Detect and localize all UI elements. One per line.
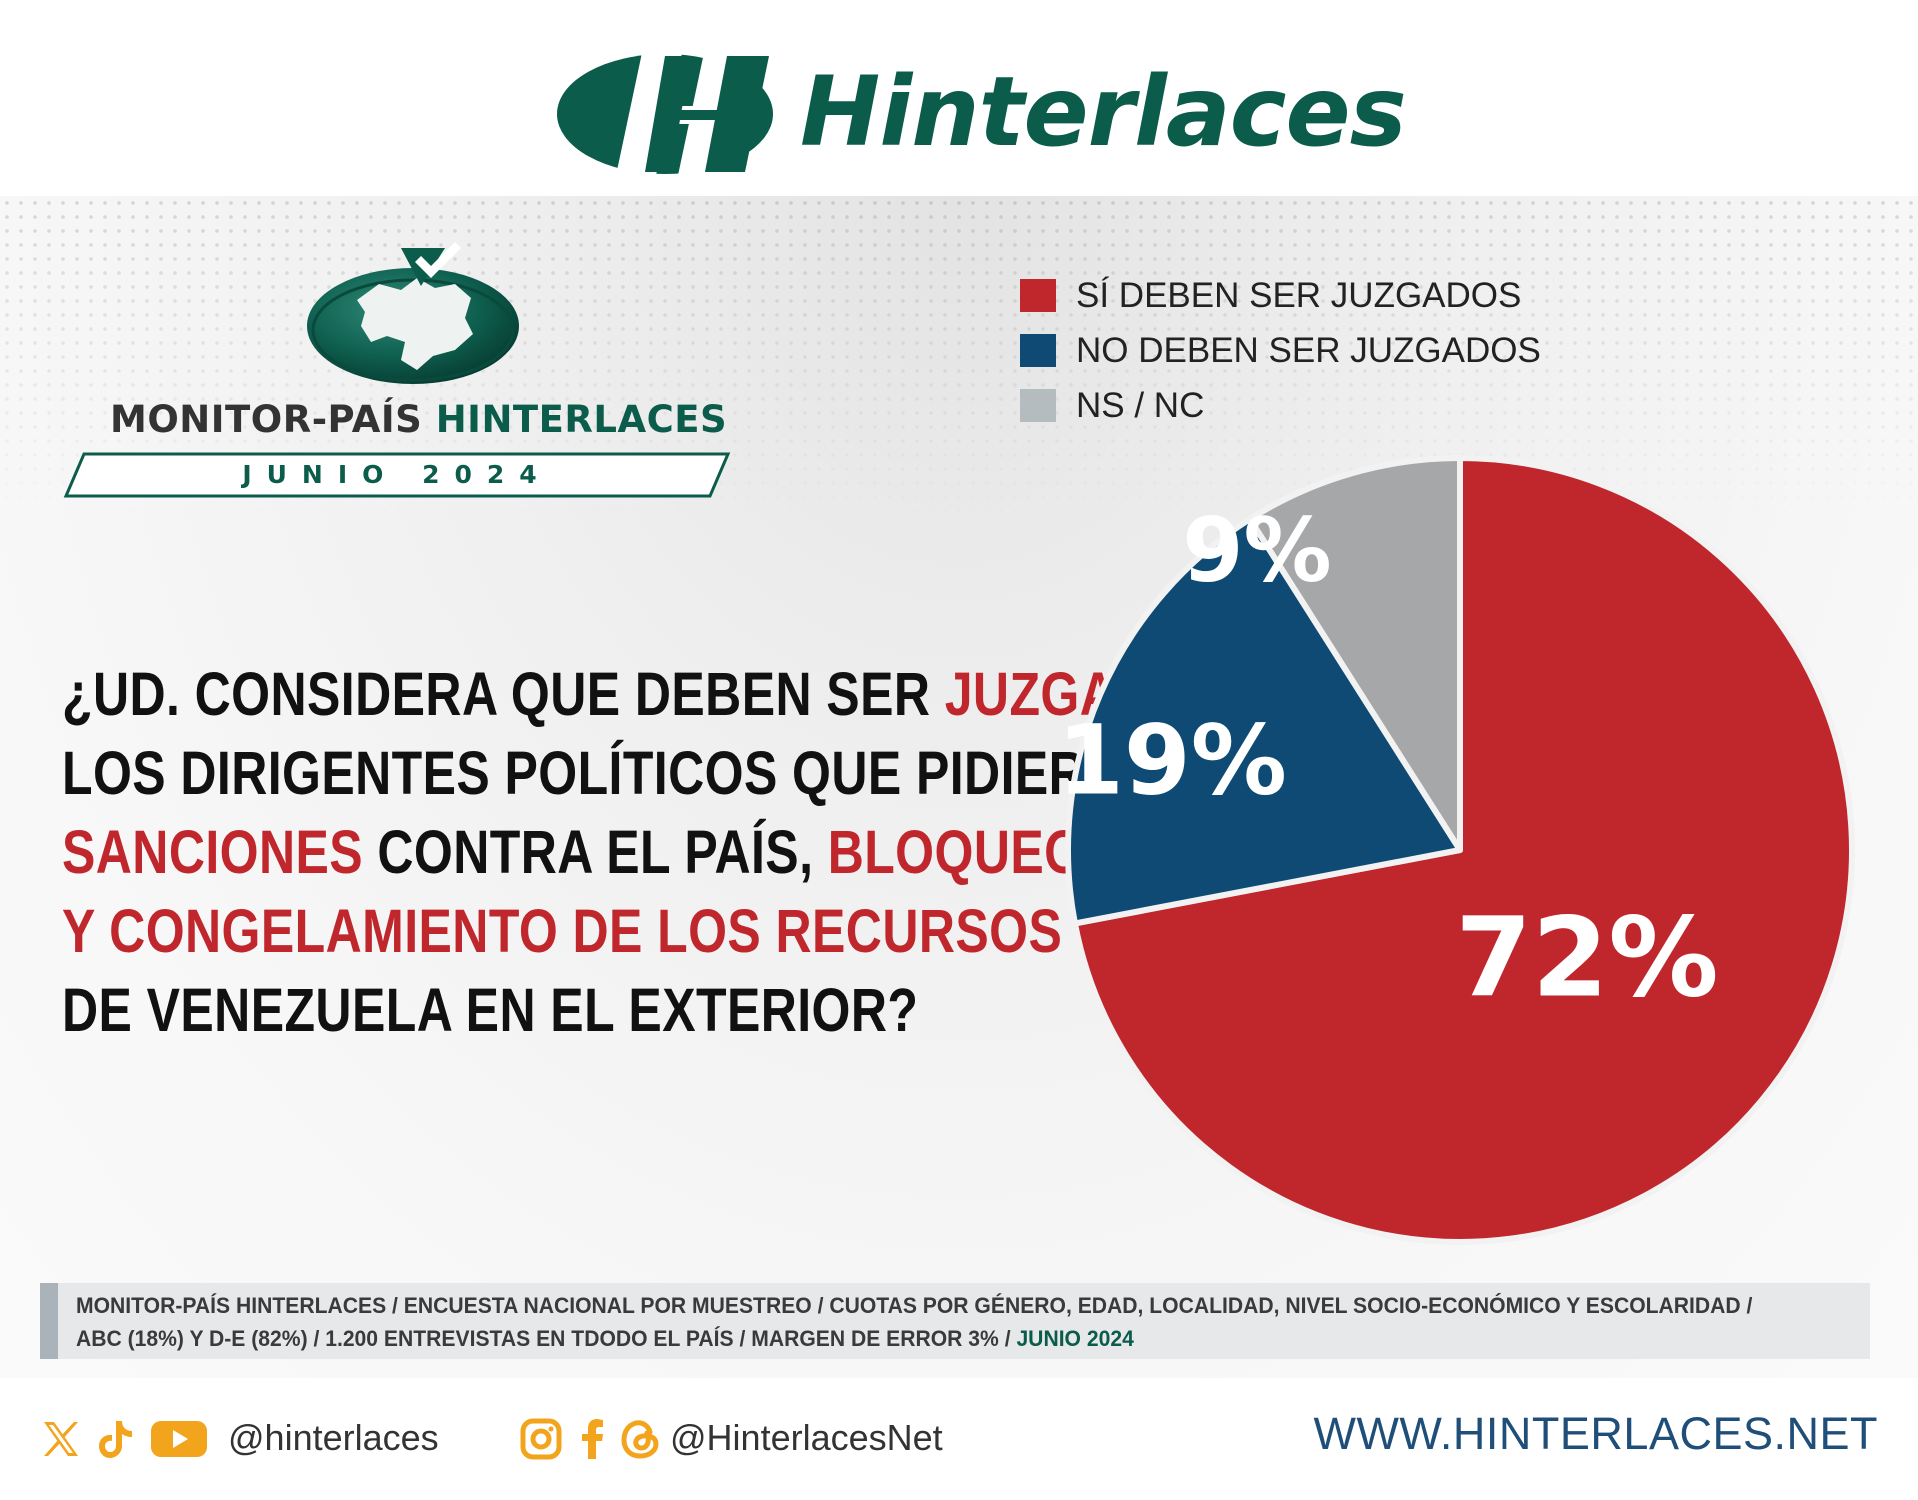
question-text-3b: CONTRA EL PAÍS, bbox=[363, 818, 828, 886]
x-icon[interactable] bbox=[40, 1418, 82, 1460]
chart-legend: SÍ DEBEN SER JUZGADOS NO DEBEN SER JUZGA… bbox=[1020, 268, 1541, 433]
pie-label-2: 19% bbox=[1060, 704, 1287, 816]
footnote-text: MONITOR-PAÍS HINTERLACES / ENCUESTA NACI… bbox=[76, 1289, 1785, 1355]
monitor-title-part1: MONITOR-PAÍS bbox=[110, 398, 423, 441]
social-footer bbox=[0, 1378, 1918, 1500]
website-link[interactable]: WWW.HINTERLACES.NET bbox=[1313, 1408, 1878, 1459]
venezuela-map-emblem-icon bbox=[307, 242, 519, 384]
pie-slice-1 bbox=[1071, 455, 1855, 1245]
legend-swatch-nsnc bbox=[1020, 389, 1056, 422]
social-handle-1[interactable]: @hinterlaces bbox=[228, 1417, 439, 1458]
survey-question: ¿UD. CONSIDERA QUE DEBEN SER JUZGADOS LO… bbox=[62, 655, 1226, 1050]
legend-item-si: SÍ DEBEN SER JUZGADOS bbox=[1020, 268, 1541, 323]
social-handle-2[interactable]: @HinterlacesNet bbox=[670, 1417, 943, 1458]
survey-date: JUNIO 2024 bbox=[242, 460, 552, 489]
pie-label-3: 9% bbox=[1182, 499, 1331, 602]
legend-swatch-si bbox=[1020, 279, 1056, 312]
monitor-title-part2: HINTERLACES bbox=[435, 398, 728, 441]
legend-label-si: SÍ DEBEN SER JUZGADOS bbox=[1076, 275, 1522, 315]
pie-slice-2 bbox=[1065, 516, 1463, 927]
date-badge bbox=[63, 452, 731, 498]
legend-label-nsnc: NS / NC bbox=[1076, 385, 1205, 425]
question-text-1a: ¿UD. CONSIDERA QUE DEBEN SER bbox=[62, 660, 945, 728]
legend-item-nsnc: NS / NC bbox=[1020, 378, 1541, 433]
question-line-5: DE VENEZUELA EN EL EXTERIOR? bbox=[62, 976, 919, 1044]
instagram-icon[interactable] bbox=[520, 1418, 562, 1460]
tiktok-icon[interactable] bbox=[96, 1418, 136, 1460]
question-line-3: SANCIONES CONTRA EL PAÍS, BLOQUEOS bbox=[62, 813, 1117, 892]
pie-slice-3 bbox=[1246, 455, 1463, 853]
legend-swatch-no bbox=[1020, 334, 1056, 367]
methodology-footnote: MONITOR-PAÍS HINTERLACES / ENCUESTA NACI… bbox=[40, 1283, 1870, 1359]
youtube-icon[interactable] bbox=[150, 1418, 208, 1460]
question-line-2: LOS DIRIGENTES POLÍTICOS QUE PIDIERON bbox=[62, 739, 1162, 807]
footnote-accent-bar bbox=[40, 1283, 58, 1359]
question-line-1: ¿UD. CONSIDERA QUE DEBEN SER JUZGADOS bbox=[62, 655, 1226, 734]
question-highlight-sanciones: SANCIONES bbox=[62, 818, 364, 886]
threads-icon[interactable] bbox=[620, 1418, 662, 1460]
pie-label-1: 72% bbox=[1455, 893, 1718, 1021]
facebook-icon[interactable] bbox=[580, 1418, 606, 1460]
question-line-4: Y CONGELAMIENTO DE LOS RECURSOS bbox=[62, 897, 1063, 965]
footnote-date: JUNIO 2024 bbox=[1016, 1326, 1134, 1351]
pie-chart: 72% 19% 9% bbox=[1060, 455, 1855, 1245]
monitor-title: MONITOR-PAÍS HINTERLACES bbox=[110, 398, 727, 441]
hinterlaces-logo-icon bbox=[557, 48, 773, 180]
brand-name: Hinterlaces bbox=[800, 56, 1407, 168]
legend-item-no: NO DEBEN SER JUZGADOS bbox=[1020, 323, 1541, 378]
footnote-body: MONITOR-PAÍS HINTERLACES / ENCUESTA NACI… bbox=[76, 1293, 1753, 1351]
header: Hinterlaces bbox=[0, 0, 1918, 196]
legend-label-no: NO DEBEN SER JUZGADOS bbox=[1076, 330, 1541, 370]
